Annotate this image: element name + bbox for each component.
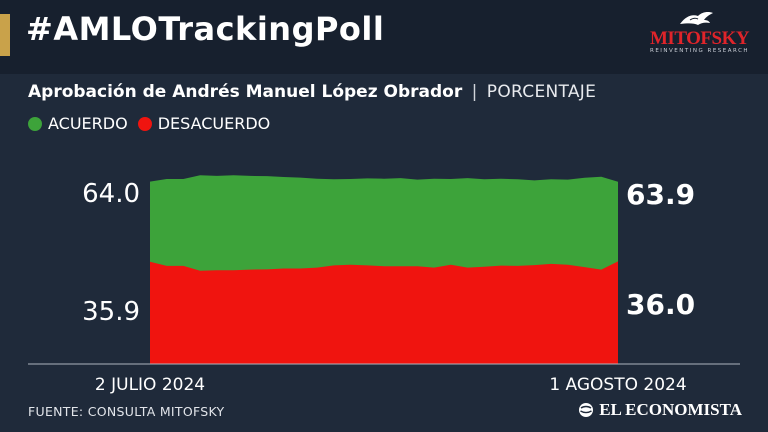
accent-bar — [0, 14, 10, 56]
legend-dot-acuerdo — [28, 116, 42, 131]
legend-item-acuerdo: ACUERDO — [28, 114, 128, 133]
el-economista-logo: EL ECONOMISTA — [578, 400, 742, 420]
chart-title: Aprobación de Andrés Manuel López Obrado… — [28, 82, 596, 102]
eagle-icon — [680, 12, 713, 25]
right-label-desacuerdo: 36.0 — [626, 288, 695, 321]
globe-icon — [579, 403, 594, 417]
legend-item-desacuerdo: DESACUERDO — [137, 114, 271, 133]
logo-name: MITOFSKY — [650, 28, 750, 49]
legend: ACUERDO DESACUERDO — [28, 114, 280, 133]
logo-tagline: REINVENTING RESEARCH — [650, 48, 750, 54]
mitofsky-logo: MITOFSKY REINVENTING RESEARCH — [650, 10, 750, 62]
right-label-acuerdo: 63.9 — [626, 178, 695, 211]
x-label-start: 2 JULIO 2024 — [95, 375, 205, 395]
brand-name: EL ECONOMISTA — [599, 400, 742, 419]
title-separator: | — [471, 82, 478, 102]
chart-unit: PORCENTAJE — [486, 82, 597, 102]
legend-label-acuerdo: ACUERDO — [48, 114, 128, 133]
area-desacuerdo — [150, 261, 618, 364]
source-note: FUENTE: CONSULTA MITOFSKY — [28, 404, 225, 419]
x-label-end: 1 AGOSTO 2024 — [549, 375, 686, 395]
legend-dot-desacuerdo — [137, 116, 152, 131]
page-title: #AMLOTrackingPoll — [26, 10, 385, 48]
chart-title-main: Aprobación de Andrés Manuel López Obrado… — [28, 82, 463, 102]
left-label-acuerdo: 64.0 — [82, 179, 140, 209]
left-label-desacuerdo: 35.9 — [82, 297, 140, 327]
header-bar: #AMLOTrackingPoll MITOFSKY REINVENTING R… — [0, 0, 768, 74]
legend-label-desacuerdo: DESACUERDO — [157, 114, 271, 133]
